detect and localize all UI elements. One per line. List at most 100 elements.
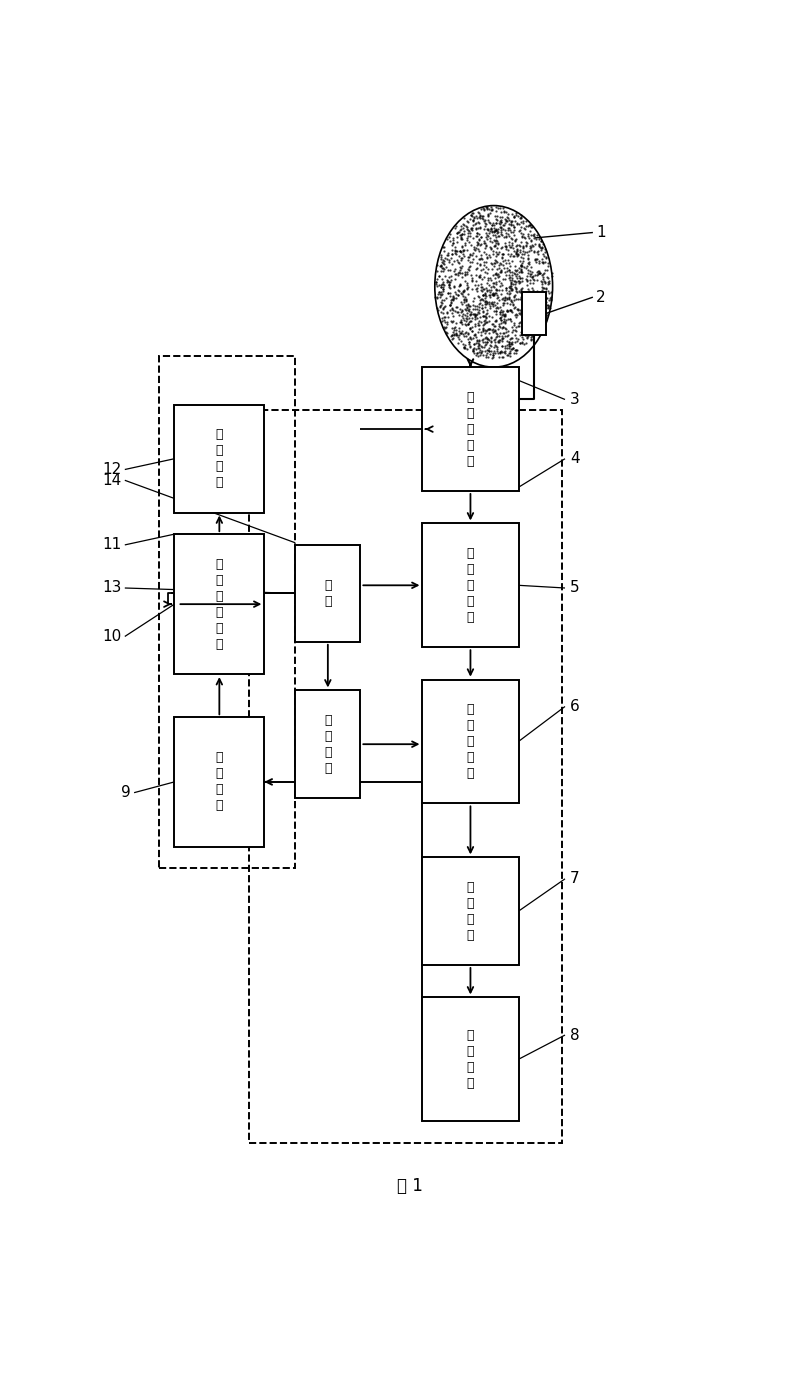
Point [522,306,535,329]
Point [504,308,517,330]
Point [517,281,530,304]
Point [446,239,458,262]
Point [518,322,531,344]
Point [513,271,526,294]
Point [482,269,494,291]
Point [478,336,490,358]
Point [515,298,528,320]
Point [490,204,503,227]
Point [460,290,473,312]
Point [509,260,522,283]
Point [478,311,490,333]
Point [434,255,447,277]
Text: 数
据
处
理
传
输: 数 据 处 理 传 输 [216,558,223,651]
Point [502,207,514,229]
Point [496,334,509,357]
Text: 滤
波
放
大
器: 滤 波 放 大 器 [466,704,474,781]
Point [484,269,497,291]
Point [519,267,532,290]
Point [518,227,531,249]
Point [534,319,546,341]
Point [522,325,534,347]
Point [492,329,505,351]
Point [500,277,513,299]
Point [536,318,549,340]
Point [450,231,463,253]
Point [478,312,491,334]
Point [497,294,510,316]
Point [494,259,507,281]
Point [532,260,545,283]
Point [474,197,487,220]
Point [467,340,480,362]
Point [458,336,470,358]
Point [500,330,513,353]
Point [542,273,554,295]
Point [532,260,545,283]
Point [487,283,500,305]
Point [501,292,514,315]
Point [542,267,554,290]
Point [533,235,546,257]
Point [481,278,494,301]
Point [516,236,529,259]
Point [447,323,460,346]
Point [513,315,526,337]
Point [483,220,496,242]
Point [534,316,546,339]
Point [519,235,532,257]
Point [511,299,524,322]
Point [503,267,516,290]
Point [533,304,546,326]
Point [536,271,549,294]
Point [443,259,456,281]
Point [462,311,475,333]
Point [456,312,469,334]
Point [455,266,468,288]
Point [486,305,498,327]
Point [515,255,528,277]
Point [534,229,547,252]
Point [446,302,459,325]
Point [542,271,555,294]
Point [506,291,518,313]
Point [510,339,522,361]
Point [457,243,470,266]
Point [522,214,535,236]
Point [457,213,470,235]
Point [473,295,486,318]
Point [535,248,548,270]
Point [487,271,500,294]
Point [495,312,508,334]
Point [437,250,450,273]
Point [460,263,473,285]
Bar [295,690,360,797]
Point [454,259,466,281]
Point [490,292,503,315]
Point [525,239,538,262]
Point [518,318,530,340]
Point [530,285,542,308]
Point [481,197,494,220]
Point [454,227,467,249]
Point [446,288,459,311]
Point [446,327,458,350]
Point [454,248,467,270]
Point [527,241,540,263]
Point [455,222,468,245]
Point [495,298,508,320]
Point [487,235,500,257]
Point [441,269,454,291]
Point [524,271,537,294]
Point [440,302,453,325]
Point [437,298,450,320]
Point [454,322,466,344]
Point [462,259,475,281]
Point [454,309,467,332]
Point [432,283,445,305]
Point [450,319,462,341]
Point [452,245,465,267]
Point [515,332,528,354]
Point [470,304,482,326]
Point [466,270,479,292]
